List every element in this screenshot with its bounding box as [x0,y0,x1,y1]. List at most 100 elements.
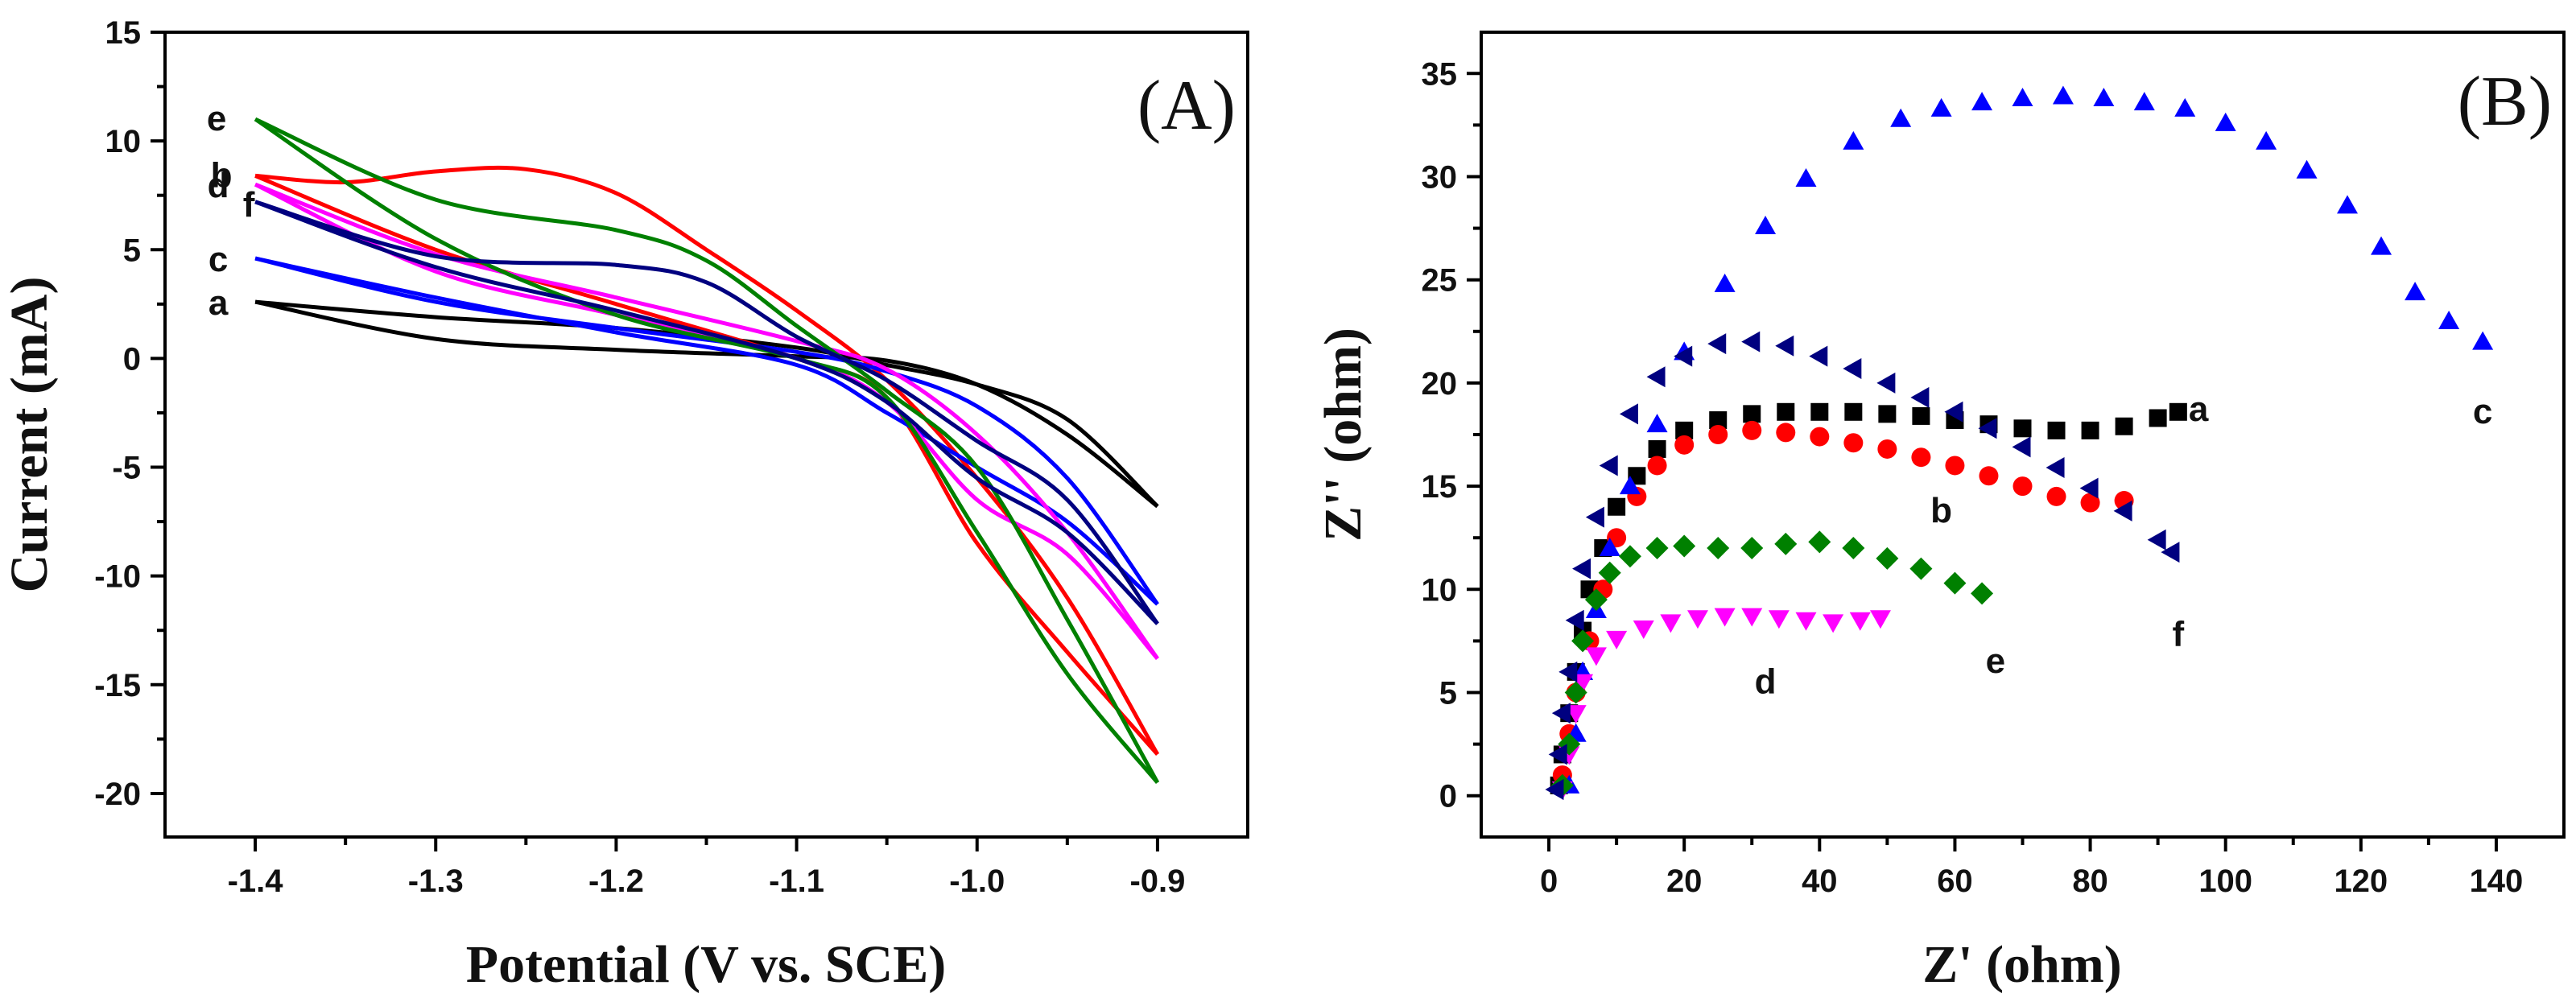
nyquist-point-c [1755,216,1777,235]
nyquist-point-c [2405,282,2426,301]
nyquist-point-e [1876,546,1899,570]
nyquist-point-e [1673,534,1696,558]
nyquist-point-a [1709,411,1728,430]
y-tick-label: 30 [1422,159,1458,195]
nyquist-point-f [1585,506,1604,528]
x-tick-label: 20 [1666,864,1703,899]
nyquist-point-c [2012,88,2033,107]
nyquist-point-b [2013,476,2033,497]
cv-curve-label-d: d [208,166,229,205]
nyquist-point-b [1742,420,1762,440]
y-tick-label: -15 [94,668,141,703]
y-tick-label: -10 [94,559,141,595]
nyquist-point-c [2052,85,2074,105]
nyquist-point-b [1674,435,1695,455]
cv-curve-label-a: a [208,283,229,323]
cv-curve-f-reverse [254,200,1159,625]
cv-curve-label-f: f [243,185,255,225]
y-tick-label: 10 [105,124,142,159]
nyquist-point-e [1842,537,1865,560]
nyquist-point-a [2047,421,2066,439]
nyquist-point-f [1775,335,1794,357]
x-tick-label: 140 [2470,864,2524,899]
nyquist-point-f [1558,661,1578,682]
cv-curve-d-reverse [254,182,1159,661]
nyquist-point-c [2296,159,2318,179]
cv-curve-e-forward [254,117,1160,784]
panel-b-label: (B) [2458,63,2552,141]
nyquist-point-f [1599,455,1618,476]
nyquist-point-f [1619,403,1638,425]
nyquist-point-c [1843,130,1864,150]
nyquist-point-f [2147,529,2166,550]
x-tick-label: 40 [1802,864,1838,899]
y-tick-label: 5 [123,233,141,268]
nyquist-point-a [1608,497,1626,516]
nyquist-point-a [2013,419,2032,438]
nyquist-point-c [2256,130,2277,150]
nyquist-point-c [1714,273,1736,292]
nyquist-point-a [1912,406,1930,425]
nyquist-label-c: c [2473,392,2492,431]
panel-a-y-axis-title: Current (mA) [0,277,59,593]
nyquist-point-c [1971,92,1993,111]
panel-b-points [1545,85,2494,801]
panel-a-label: (A) [1137,67,1236,145]
nyquist-point-c [2093,88,2115,107]
x-tick-label: -0.9 [1129,864,1185,899]
y-tick-label: -20 [94,777,141,812]
nyquist-point-c [2133,92,2155,111]
cv-curve-label-e: e [207,99,226,138]
cv-curve-a-reverse [254,299,1159,509]
nyquist-point-c [2174,97,2196,117]
y-tick-label: 35 [1422,56,1458,92]
nyquist-point-f [2046,457,2065,479]
cv-curve-label-b: b [211,155,233,195]
nyquist-point-c [1795,168,1817,188]
nyquist-point-a [1878,405,1897,423]
nyquist-point-f [2012,436,2031,458]
nyquist-label-b: b [1930,491,1952,530]
nyquist-point-e [1971,582,1994,605]
cv-curve-c-forward [254,256,1159,606]
nyquist-point-d [1660,614,1682,633]
nyquist-point-b [1911,447,1931,468]
panel-b-series-labels: a b c d e f [1755,390,2493,701]
nyquist-point-e [1571,629,1595,653]
nyquist-point-a [1648,439,1666,458]
nyquist-label-d: d [1755,662,1777,702]
y-tick-label: 20 [1422,366,1458,402]
nyquist-label-e: e [1986,641,2005,681]
nyquist-point-a [2169,402,2187,421]
nyquist-point-a [2081,421,2099,439]
nyquist-point-f [1707,333,1727,355]
nyquist-point-e [1943,571,1967,595]
nyquist-point-e [1598,561,1621,584]
nyquist-point-f [1809,345,1828,367]
nyquist-point-a [2149,409,2167,427]
nyquist-point-f [1572,558,1591,579]
x-tick-label: 120 [2334,864,2388,899]
nyquist-point-f [1548,744,1567,765]
nyquist-point-a [1810,402,1829,421]
nyquist-point-d [1633,621,1654,640]
nyquist-point-e [1645,537,1669,560]
panel-a-cyclic-voltammetry: -1.4 -1.3 -1.2 -1.1 -1.0 -0.9 -20 -15 -10 -5 0 5 10 1… [0,15,1249,994]
cv-curve-label-c: c [208,240,228,279]
nyquist-point-f [1565,609,1584,631]
nyquist-point-f [1741,331,1761,353]
nyquist-point-c [2371,236,2392,255]
nyquist-point-f [2161,542,2180,563]
nyquist-point-f [1674,345,1693,367]
nyquist-point-b [1647,456,1667,476]
nyquist-point-e [1618,545,1641,568]
nyquist-label-f: f [2173,615,2185,654]
nyquist-point-f [1551,703,1571,724]
panel-b-x-axis-title: Z' (ohm) [1922,935,2122,994]
x-tick-label: 100 [2198,864,2252,899]
y-tick-label: 10 [1422,572,1458,608]
nyquist-point-b [2080,493,2100,513]
nyquist-point-f [1944,401,1963,423]
